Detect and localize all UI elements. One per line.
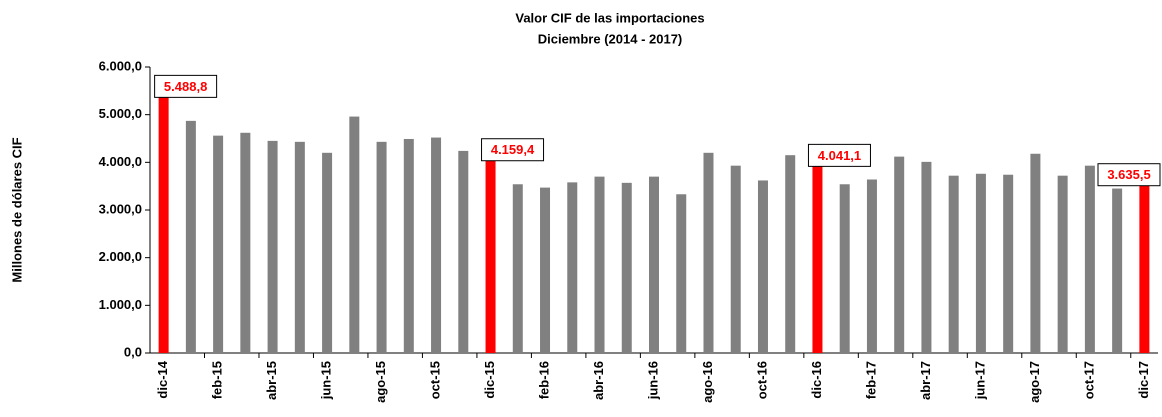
y-tick-label: 5.000,0: [99, 106, 142, 121]
x-tick-label: oct-17: [1081, 361, 1096, 399]
bar: [240, 132, 251, 353]
x-tick-label: jun-15: [319, 361, 334, 400]
x-tick-label: ago-16: [700, 361, 715, 403]
x-tick-label: oct-15: [427, 361, 442, 399]
value-label: 4.159,4: [491, 142, 535, 157]
x-tick-label: dic-14: [155, 360, 170, 398]
bar: [376, 141, 387, 353]
bar: [894, 156, 905, 353]
bar: [267, 140, 278, 353]
bar: [594, 176, 605, 353]
bar: [1084, 165, 1095, 353]
bar: [703, 152, 714, 353]
value-label-box: [481, 138, 545, 162]
bar: [512, 184, 523, 353]
y-axis-label: Millones de dólares CIF: [9, 137, 24, 282]
bar: [1003, 174, 1014, 353]
x-tick-label: dic-16: [809, 361, 824, 399]
x-tick-label: dic-17: [1136, 361, 1151, 399]
x-tick-label: feb-17: [863, 361, 878, 399]
bar: [294, 141, 305, 353]
value-label-box: [1097, 163, 1161, 187]
y-tick-label: 6.000,0: [99, 58, 142, 73]
x-tick-label: oct-16: [754, 361, 769, 399]
chart-subtitle: Diciembre (2014 - 2017): [538, 31, 683, 46]
bar: [785, 155, 796, 353]
value-label: 5.488,8: [164, 79, 207, 94]
x-tick-label: abr-17: [918, 361, 933, 400]
x-tick-label: dic-15: [482, 361, 497, 399]
bar: [185, 120, 196, 353]
bar: [757, 180, 768, 353]
value-label-box: [154, 74, 218, 98]
x-tick-label: abr-16: [591, 361, 606, 400]
chart-title: Valor CIF de las importaciones: [515, 10, 704, 25]
value-label: 3.635,5: [1107, 167, 1150, 182]
bar: [948, 175, 959, 353]
x-tick-label: feb-16: [536, 361, 551, 399]
x-tick-label: feb-15: [210, 361, 225, 399]
bar: [540, 187, 551, 353]
bar: [1139, 179, 1150, 353]
bar: [567, 182, 578, 353]
y-tick-label: 3.000,0: [99, 201, 142, 216]
bar: [676, 194, 687, 353]
x-tick-label: ago-15: [373, 361, 388, 403]
bar: [975, 173, 986, 353]
bar: [1112, 188, 1123, 353]
bar: [866, 179, 877, 353]
bar: [839, 184, 850, 353]
bar: [812, 160, 823, 353]
y-tick-label: 2.000,0: [99, 249, 142, 264]
bar: [485, 154, 496, 353]
value-label: 4.041,1: [818, 148, 861, 163]
x-tick-label: jun-16: [645, 361, 660, 400]
bar: [649, 176, 659, 353]
y-tick-label: 4.000,0: [99, 154, 142, 169]
value-label-box: [807, 143, 871, 167]
y-tick-label: 1.000,0: [99, 297, 142, 312]
bar: [403, 138, 414, 353]
x-tick-label: jun-17: [972, 361, 987, 400]
y-tick-label: 0,0: [124, 344, 142, 359]
bar: [621, 182, 632, 353]
bar: [213, 135, 224, 353]
bar: [458, 150, 469, 353]
bar: [921, 161, 932, 353]
bar: [730, 165, 741, 353]
x-tick-label: abr-15: [264, 361, 279, 400]
bar: [158, 91, 169, 354]
bar: [1030, 153, 1041, 353]
x-tick-label: ago-17: [1027, 361, 1042, 403]
bar: [431, 137, 442, 353]
bar: [322, 152, 333, 353]
bar: [1057, 175, 1068, 353]
bar: [349, 116, 360, 353]
